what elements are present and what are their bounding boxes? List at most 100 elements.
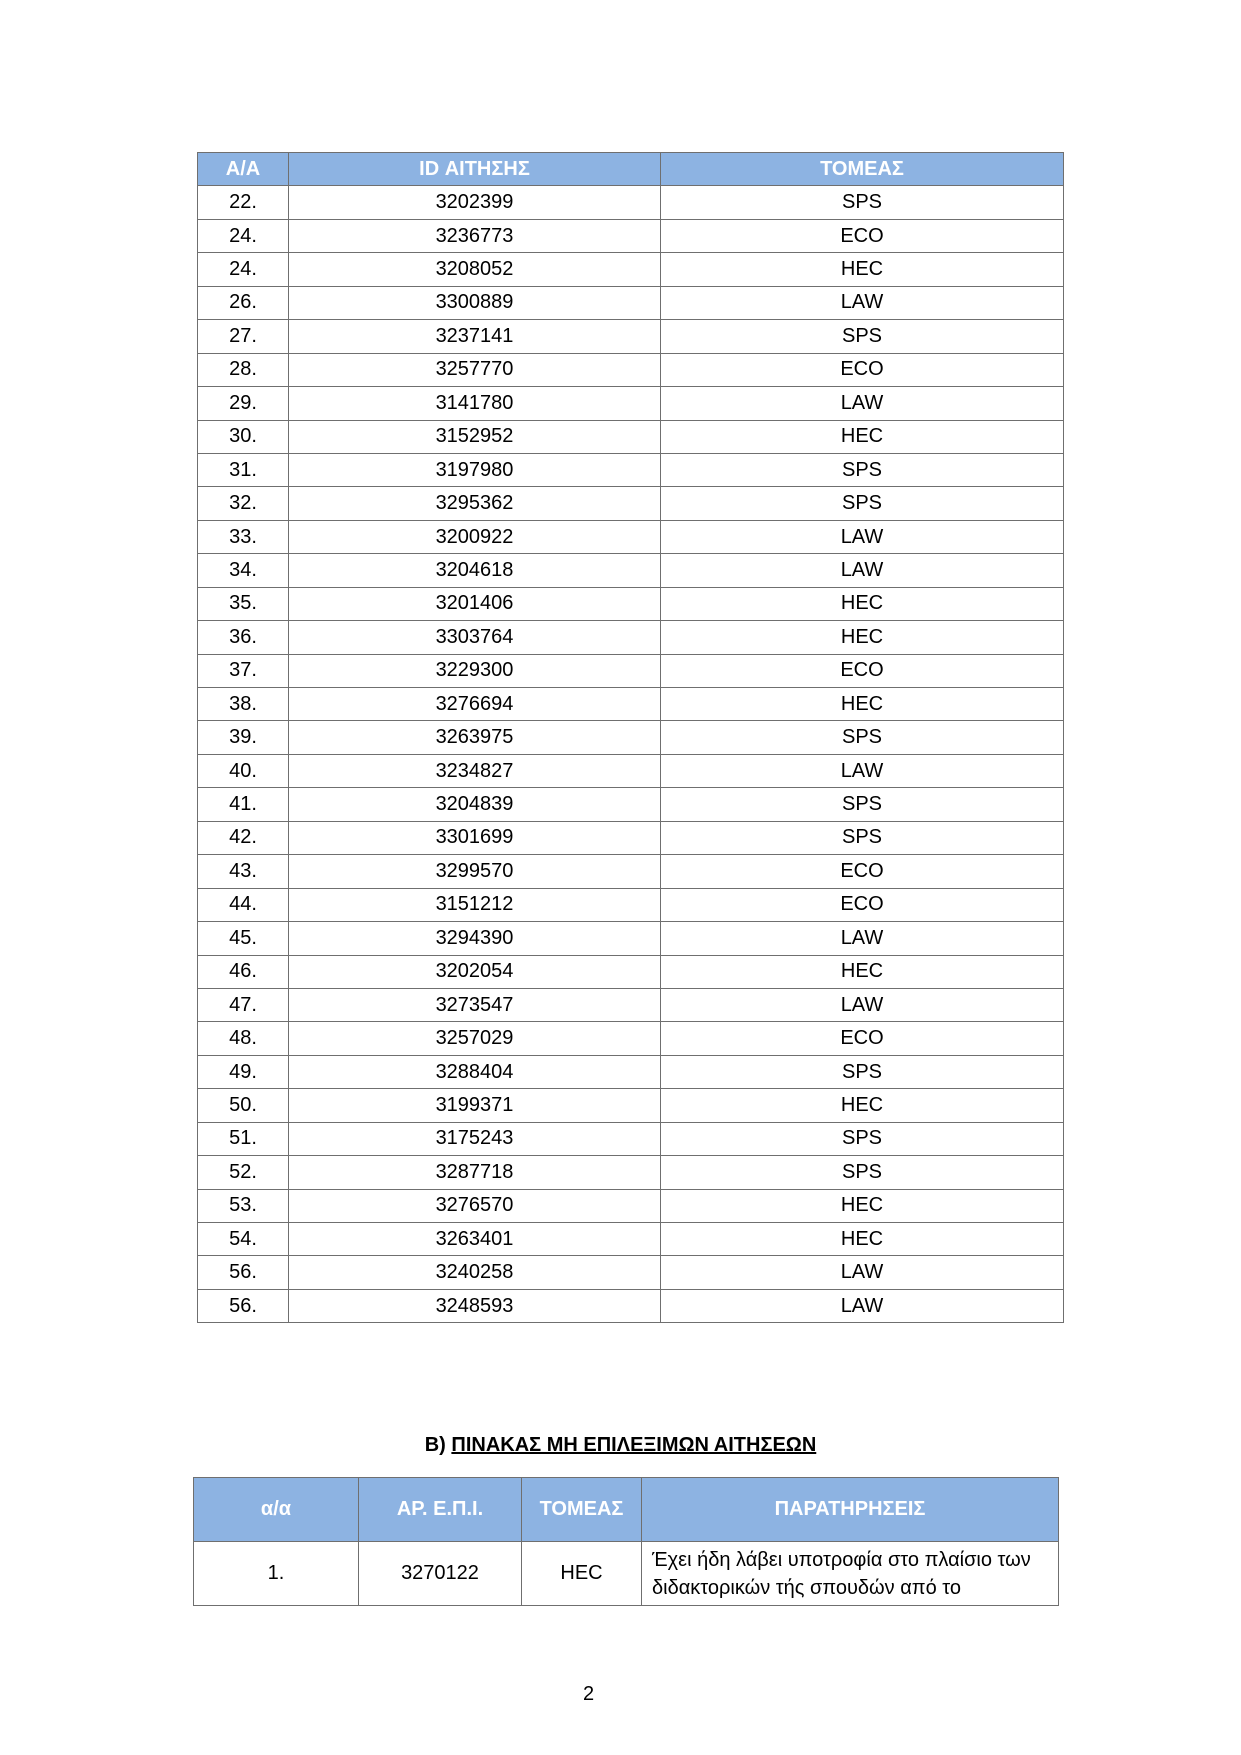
- table-row: 34. 3204618 LAW: [197, 553, 1064, 588]
- cell-aa: 56.: [197, 1255, 289, 1290]
- cell-aa: 38.: [197, 686, 289, 722]
- table-row: 37. 3229300 ECO: [197, 653, 1064, 689]
- cell-id: 3248593: [288, 1288, 661, 1324]
- table-row: 52. 3287718 SPS: [197, 1155, 1064, 1190]
- cell-aa: 39.: [197, 720, 289, 755]
- cell-id: 3263401: [288, 1221, 661, 1257]
- cell-sector: SPS: [660, 319, 1064, 354]
- cell-sector: LAW: [660, 386, 1064, 421]
- column-header-id: ID ΑΙΤΗΣΗΣ: [288, 151, 661, 187]
- cell-id: 3240258: [288, 1255, 661, 1290]
- table-row: 32. 3295362 SPS: [197, 486, 1064, 521]
- cell-aa: 50.: [197, 1088, 289, 1123]
- table-row: 48. 3257029 ECO: [197, 1021, 1064, 1056]
- cell-sector: HEC: [660, 419, 1064, 454]
- cell-sector: ECO: [660, 218, 1064, 254]
- cell-sector: ECO: [660, 887, 1064, 923]
- cell-sector: HEC: [660, 252, 1064, 287]
- table-row: 26. 3300889 LAW: [197, 285, 1064, 321]
- ineligible-applications-table: α/α ΑΡ. Ε.Π.Ι. ΤΟΜΕΑΣ ΠΑΡΑΤΗΡΗΣΕΙΣ 1. 32…: [193, 1477, 1059, 1606]
- table-row: 40. 3234827 LAW: [197, 753, 1064, 789]
- cell-sector: LAW: [660, 1255, 1064, 1290]
- cell-id: 3300889: [288, 285, 661, 321]
- cell-aa: 48.: [197, 1021, 289, 1056]
- cell-sector: SPS: [660, 720, 1064, 755]
- cell-sector: LAW: [660, 921, 1064, 956]
- cell-sector: HEC: [660, 686, 1064, 722]
- cell-aa: 53.: [197, 1188, 289, 1224]
- cell-sector: LAW: [660, 285, 1064, 321]
- table-row: 56. 3248593 LAW: [197, 1288, 1064, 1324]
- table-row: 24. 3208052 HEC: [197, 252, 1064, 287]
- cell-id: 3229300: [288, 653, 661, 689]
- cell-aa: 35.: [197, 586, 289, 622]
- applications-table: Α/Α ID ΑΙΤΗΣΗΣ ΤΟΜΕΑΣ 22. 3202399 SPS 24. 32…: [197, 151, 1064, 1324]
- section-b-heading: ΠΙΝΑΚΑΣ ΜΗ ΕΠΙΛΕΞΙΜΩΝ ΑΙΤΗΣΕΩΝ: [451, 1434, 817, 1456]
- table-row: 1. 3270122 HEC Έχει ήδη λάβει υποτροφία …: [193, 1541, 1059, 1606]
- cell-sector: SPS: [660, 1121, 1064, 1157]
- column-header-aa: α/α: [193, 1477, 359, 1542]
- table-row: 33. 3200922 LAW: [197, 519, 1064, 555]
- table-row: 46. 3202054 HEC: [197, 954, 1064, 989]
- cell-sector: SPS: [660, 486, 1064, 521]
- cell-aa: 34.: [197, 553, 289, 588]
- cell-sector: LAW: [660, 553, 1064, 588]
- cell-id: 3257029: [288, 1021, 661, 1056]
- cell-id: 3201406: [288, 586, 661, 622]
- table-row: 31. 3197980 SPS: [197, 452, 1064, 488]
- cell-sector: HEC: [660, 586, 1064, 622]
- cell-aa: 43.: [197, 854, 289, 889]
- table-row: 39. 3263975 SPS: [197, 720, 1064, 755]
- table-row: 47. 3273547 LAW: [197, 987, 1064, 1023]
- cell-id: 3295362: [288, 486, 661, 521]
- cell-id: 3202054: [288, 954, 661, 989]
- cell-sector: ECO: [660, 352, 1064, 388]
- cell-id: 3273547: [288, 987, 661, 1023]
- column-header-sector: ΤΟΜΕΑΣ: [660, 151, 1064, 187]
- cell-aa: 45.: [197, 921, 289, 956]
- cell-sector: ECO: [660, 1021, 1064, 1056]
- cell-id: 3301699: [288, 820, 661, 856]
- cell-aa: 33.: [197, 519, 289, 555]
- cell-aa: 22.: [197, 185, 289, 220]
- cell-id: 3276570: [288, 1188, 661, 1224]
- cell-sector: ECO: [660, 854, 1064, 889]
- table-row: 53. 3276570 HEC: [197, 1188, 1064, 1224]
- cell-aa: 30.: [197, 419, 289, 454]
- column-header-number: ΑΡ. Ε.Π.Ι.: [358, 1477, 522, 1542]
- cell-sector: HEC: [660, 1188, 1064, 1224]
- cell-sector: HEC: [660, 954, 1064, 989]
- cell-sector: SPS: [660, 787, 1064, 822]
- cell-aa: 51.: [197, 1121, 289, 1157]
- cell-aa: 46.: [197, 954, 289, 989]
- table-row: 44. 3151212 ECO: [197, 887, 1064, 923]
- cell-aa: 36.: [197, 620, 289, 655]
- cell-aa: 49.: [197, 1054, 289, 1090]
- cell-aa: 31.: [197, 452, 289, 488]
- cell-aa: 24.: [197, 252, 289, 287]
- table-row: 30. 3152952 HEC: [197, 419, 1064, 454]
- section-b-prefix: Β): [424, 1434, 452, 1456]
- cell-sector: HEC: [660, 1088, 1064, 1123]
- table-row: 56. 3240258 LAW: [197, 1255, 1064, 1290]
- cell-id: 3202399: [288, 185, 661, 220]
- page-number: 2: [583, 1683, 595, 1705]
- table-row: 35. 3201406 HEC: [197, 586, 1064, 622]
- cell-id: 3204618: [288, 553, 661, 588]
- cell-sector: SPS: [660, 820, 1064, 856]
- table-row: 38. 3276694 HEC: [197, 686, 1064, 722]
- section-b-title: Β) ΠΙΝΑΚΑΣ ΜΗ ΕΠΙΛΕΞΙΜΩΝ ΑΙΤΗΣΕΩΝ: [0, 1434, 1241, 1457]
- cell-aa: 52.: [197, 1155, 289, 1190]
- cell-id: 3151212: [288, 887, 661, 923]
- cell-id: 3175243: [288, 1121, 661, 1157]
- table-row: 45. 3294390 LAW: [197, 921, 1064, 956]
- column-header-sector: ΤΟΜΕΑΣ: [521, 1477, 642, 1542]
- cell-aa: 42.: [197, 820, 289, 856]
- table-row: 51. 3175243 SPS: [197, 1121, 1064, 1157]
- table-row: 41. 3204839 SPS: [197, 787, 1064, 822]
- cell-id: 3234827: [288, 753, 661, 789]
- cell-id: 3303764: [288, 620, 661, 655]
- cell-sector: LAW: [660, 519, 1064, 555]
- cell-id: 3257770: [288, 352, 661, 388]
- table-header-row: α/α ΑΡ. Ε.Π.Ι. ΤΟΜΕΑΣ ΠΑΡΑΤΗΡΗΣΕΙΣ: [193, 1477, 1059, 1542]
